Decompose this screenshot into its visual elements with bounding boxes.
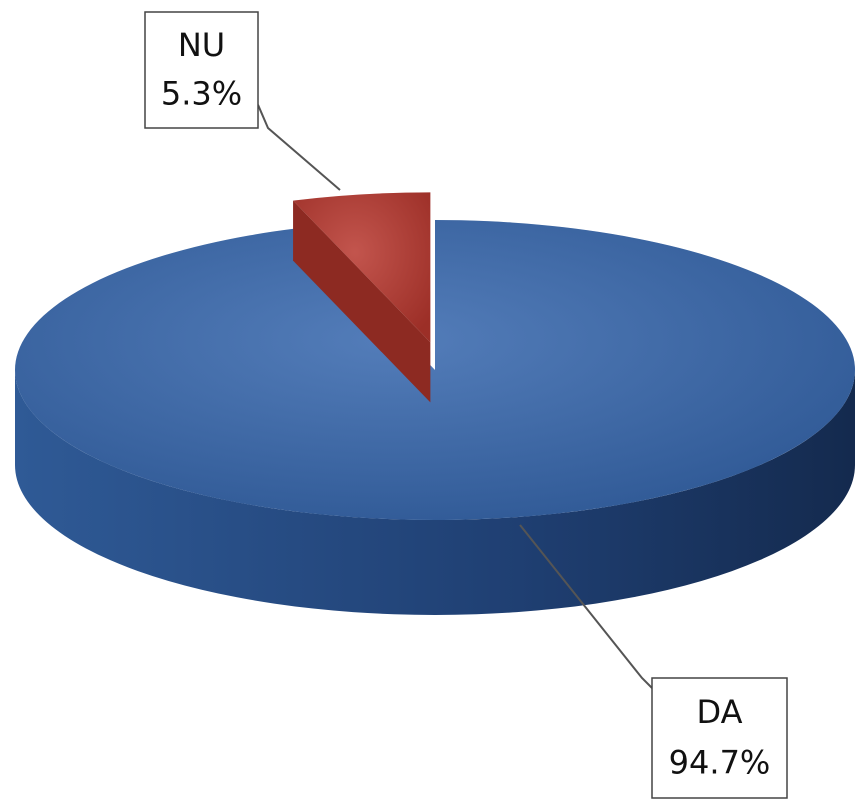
slice-side [15,370,855,615]
slice-side [293,200,431,403]
category-label: DA [697,693,743,731]
slice-shade [293,192,431,343]
label-box [144,11,259,129]
labels: NU 5.3% DA 94.7% [144,11,788,799]
category-label: NU [178,26,225,64]
leader-line [519,524,653,689]
pie [14,192,855,615]
value-label: 5.3% [161,75,242,113]
leader-line [257,104,341,191]
slice-shade [14,220,855,520]
value-label: 94.7% [669,743,771,781]
label-box [651,677,788,799]
